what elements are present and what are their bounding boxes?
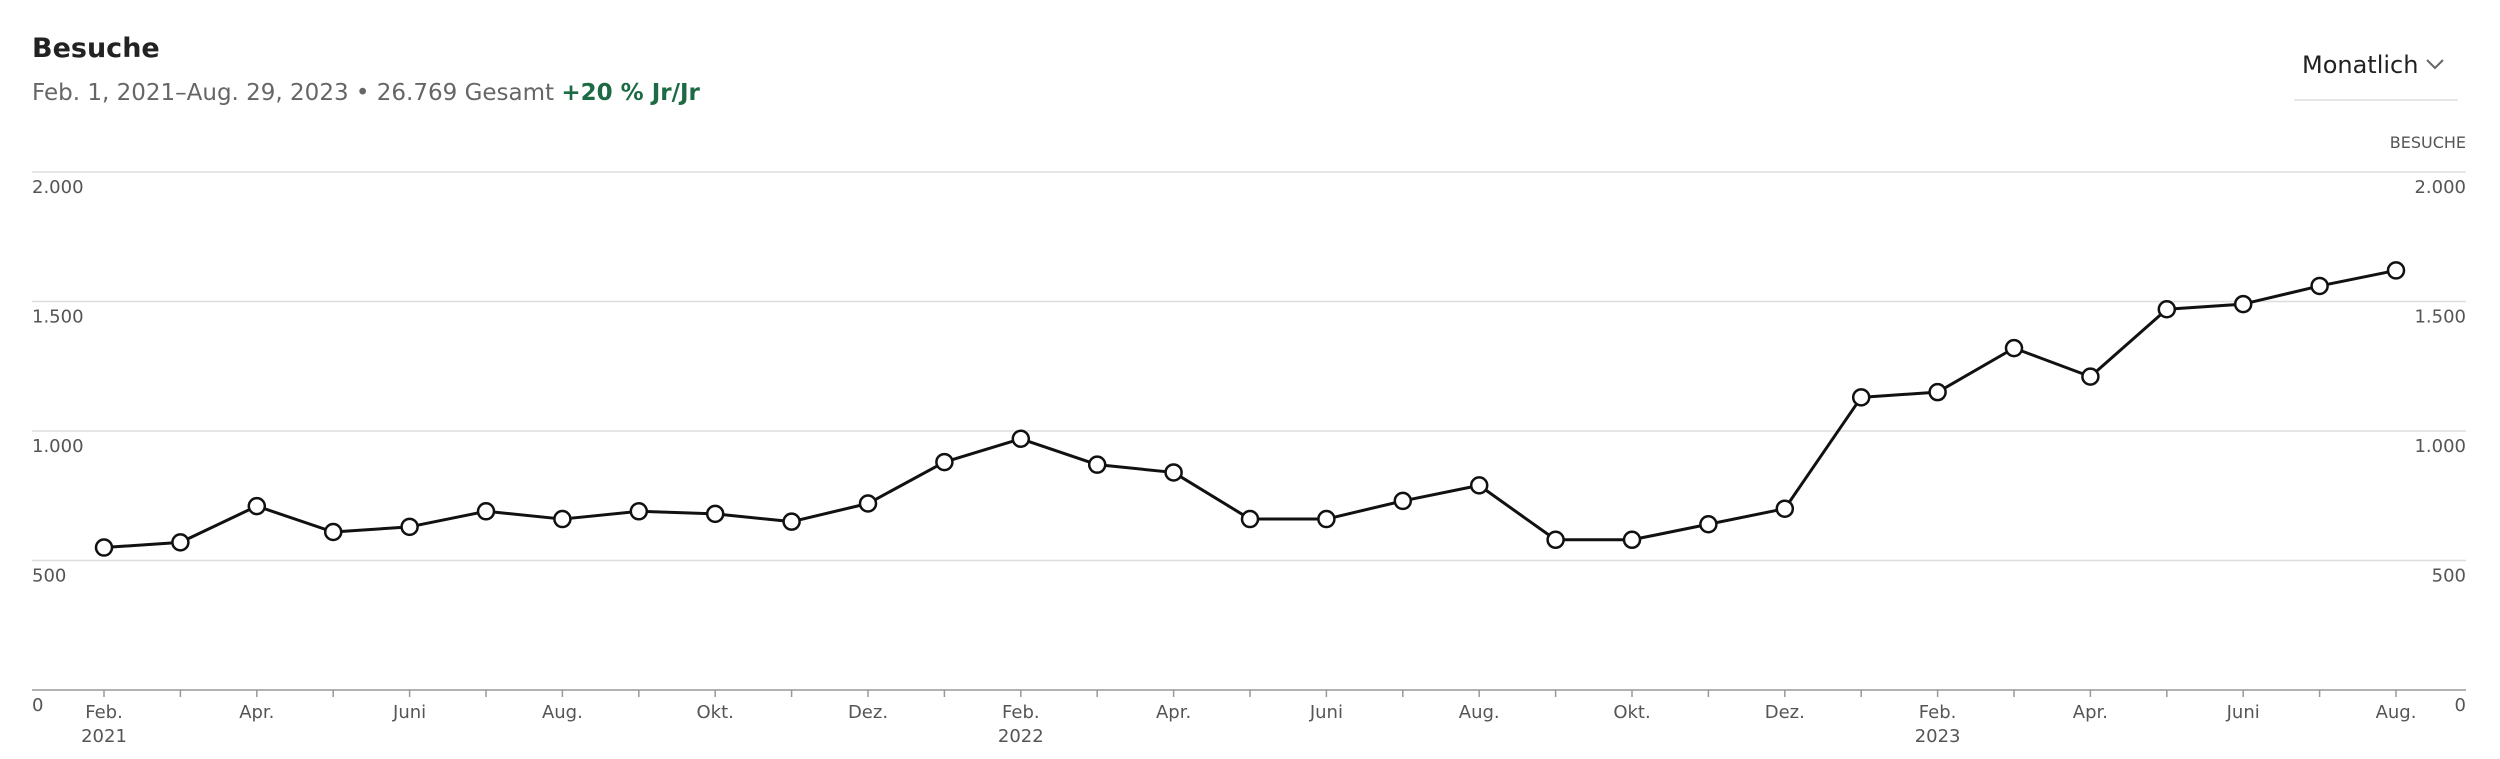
x-tick-label: Okt. xyxy=(697,702,734,723)
point xyxy=(858,494,878,513)
dropdown-label[interactable]: Monatlich xyxy=(2302,51,2418,79)
point xyxy=(400,517,419,537)
point xyxy=(1928,382,1947,402)
x-tick-label: Apr. xyxy=(2073,702,2108,723)
x-tick-label: Apr. xyxy=(239,702,274,723)
point xyxy=(2386,261,2406,280)
x-tick-label: Aug. xyxy=(1459,702,1500,723)
x-tick-label: Juni xyxy=(2226,702,2260,723)
x-tick-label: Feb. xyxy=(1919,702,1957,723)
x-tick-label: Apr. xyxy=(1156,702,1191,723)
y-tick-label-right: 500 xyxy=(2432,566,2466,587)
point xyxy=(553,509,572,529)
y-tick-label-right: 1.000 xyxy=(2414,436,2466,457)
x-tick-label: Juni xyxy=(392,702,426,723)
chart-title: Besuche xyxy=(32,33,160,64)
y-tick-label: 0 xyxy=(32,695,43,716)
x-year-label: 2021 xyxy=(81,726,127,747)
point xyxy=(247,496,267,516)
point xyxy=(476,502,496,521)
point xyxy=(1087,455,1107,474)
y-tick-label: 1.500 xyxy=(32,307,84,328)
point xyxy=(935,452,954,472)
point xyxy=(1699,514,1718,534)
point xyxy=(1393,491,1413,511)
y-axis-label: BESUCHE xyxy=(2390,133,2466,152)
point xyxy=(94,538,114,557)
x-tick-label: Feb. xyxy=(85,702,123,723)
point xyxy=(2233,294,2253,314)
point xyxy=(323,522,343,542)
point xyxy=(1164,463,1183,482)
subtitle-text: Feb. 1, 2021–Aug. 29, 2023 • 26.769 Gesa… xyxy=(32,80,554,106)
x-tick-label: Okt. xyxy=(1613,702,1650,723)
line xyxy=(103,268,2397,550)
point xyxy=(1622,530,1642,550)
x-tick-label: Dez. xyxy=(1765,702,1805,723)
point xyxy=(2157,300,2177,319)
subtitle: Feb. 1, 2021–Aug. 29, 2023 • 26.769 Gesa… xyxy=(32,80,701,106)
x-year-label: 2022 xyxy=(998,726,1044,747)
point xyxy=(705,504,725,524)
point xyxy=(2310,276,2329,296)
y-tick-label: 500 xyxy=(32,566,66,587)
x-tick-label: Juni xyxy=(1309,702,1343,723)
point xyxy=(2004,338,2024,358)
x-tick-label: Dez. xyxy=(848,702,888,723)
x-tick-label: Aug. xyxy=(2376,702,2417,723)
change: +20 % Jr/Jr xyxy=(561,80,700,106)
chevron[interactable] xyxy=(2426,59,2444,70)
point xyxy=(1851,388,1871,407)
point xyxy=(1011,429,1031,449)
point xyxy=(1469,476,1489,495)
period-dropdown[interactable]: Monatlich xyxy=(2294,51,2458,101)
point xyxy=(1240,509,1260,529)
x-year-label: 2023 xyxy=(1915,726,1961,747)
y-tick-label-right: 2.000 xyxy=(2414,177,2466,198)
x-tick-label: Aug. xyxy=(542,702,583,723)
y-tick-label-right: 1.500 xyxy=(2414,307,2466,328)
y-tick-label: 1.000 xyxy=(32,436,84,457)
point xyxy=(1775,499,1795,518)
point xyxy=(171,533,190,552)
x-tick-label: Feb. xyxy=(1002,702,1040,723)
y-tick-label-right: 0 xyxy=(2455,695,2466,716)
point xyxy=(782,512,801,531)
point xyxy=(2081,367,2100,386)
y-tick-label: 2.000 xyxy=(32,177,84,198)
point xyxy=(1546,530,1565,550)
point xyxy=(629,502,649,521)
point xyxy=(1317,509,1336,529)
